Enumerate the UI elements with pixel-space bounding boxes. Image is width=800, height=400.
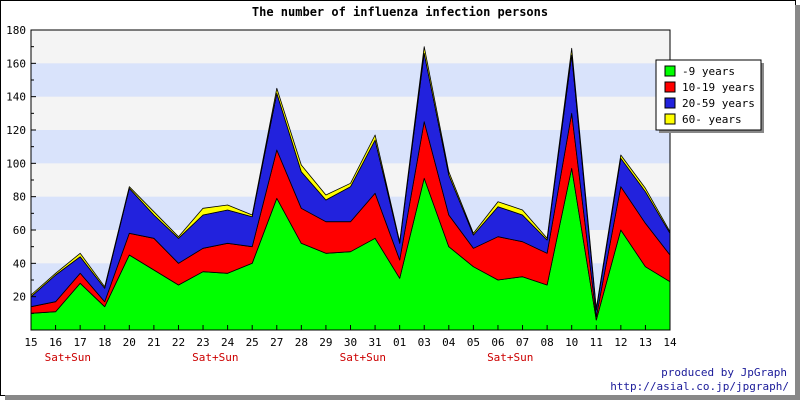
legend-label-1: 10-19 years: [682, 81, 755, 94]
legend-swatch-0: [664, 65, 676, 77]
x-tick-label: 14: [663, 336, 677, 349]
weekend-label: Sat+Sun: [340, 351, 386, 364]
y-tick-label: 160: [6, 57, 26, 70]
x-tick-label: 12: [614, 336, 627, 349]
legend-swatch-1: [664, 81, 676, 93]
axes: 20 40 60 80 100 120 140 160 180 15 16 17 18 20 21 22 23 2…: [6, 24, 677, 364]
x-tick-label: 28: [295, 336, 308, 349]
x-tick-label: 24: [221, 336, 235, 349]
weekend-label: Sat+Sun: [192, 351, 238, 364]
legend-swatch-2: [664, 97, 676, 109]
x-tick-label: 05: [467, 336, 480, 349]
weekend-label: Sat+Sun: [45, 351, 91, 364]
x-tick-label: 11: [590, 336, 603, 349]
x-tick-label: 08: [540, 336, 553, 349]
x-tick-label: 20: [123, 336, 136, 349]
x-tick-label: 30: [344, 336, 357, 349]
frame-shadow-bottom: [5, 395, 800, 400]
legend-swatch-3: [664, 113, 676, 125]
x-tick-label: 22: [172, 336, 185, 349]
y-tick-label: 100: [6, 157, 26, 170]
legend-label-0: -9 years: [682, 65, 735, 78]
y-tick-label: 180: [6, 24, 26, 37]
x-tick-label: 29: [319, 336, 332, 349]
x-tick-label: 18: [98, 336, 111, 349]
x-tick-label: 25: [246, 336, 259, 349]
x-tick-label: 23: [196, 336, 209, 349]
y-tick-label: 20: [13, 291, 26, 304]
weekend-label: Sat+Sun: [487, 351, 533, 364]
legend-label-3: 60- years: [682, 113, 742, 126]
y-tick-label: 40: [13, 257, 26, 270]
x-tick-label: 06: [491, 336, 504, 349]
x-tick-label: 15: [24, 336, 37, 349]
credit-line-1: produced by JpGraph: [661, 366, 787, 379]
x-tick-label: 27: [270, 336, 283, 349]
x-tick-label: 21: [147, 336, 160, 349]
chart-title: The number of influenza infection person…: [252, 5, 548, 19]
x-tick-label: 16: [49, 336, 62, 349]
y-tick-label: 60: [13, 224, 26, 237]
x-tick-label: 03: [418, 336, 431, 349]
frame-shadow-right: [795, 5, 800, 400]
x-tick-label: 13: [639, 336, 652, 349]
x-tick-label: 17: [74, 336, 87, 349]
x-tick-label: 31: [368, 336, 381, 349]
x-tick-label: 04: [442, 336, 456, 349]
grid-band: [31, 63, 670, 97]
x-tick-label: 07: [516, 336, 529, 349]
x-tick-label: 10: [565, 336, 578, 349]
y-tick-label: 80: [13, 191, 26, 204]
y-tick-label: 120: [6, 124, 26, 137]
legend-label-2: 20-59 years: [682, 97, 755, 110]
legend: -9 years 10-19 years 20-59 years 60- years: [655, 59, 764, 133]
x-tick-label: 01: [393, 336, 406, 349]
y-tick-label: 140: [6, 91, 26, 104]
credit-link[interactable]: http://asial.co.jp/jpgraph/: [610, 380, 789, 393]
